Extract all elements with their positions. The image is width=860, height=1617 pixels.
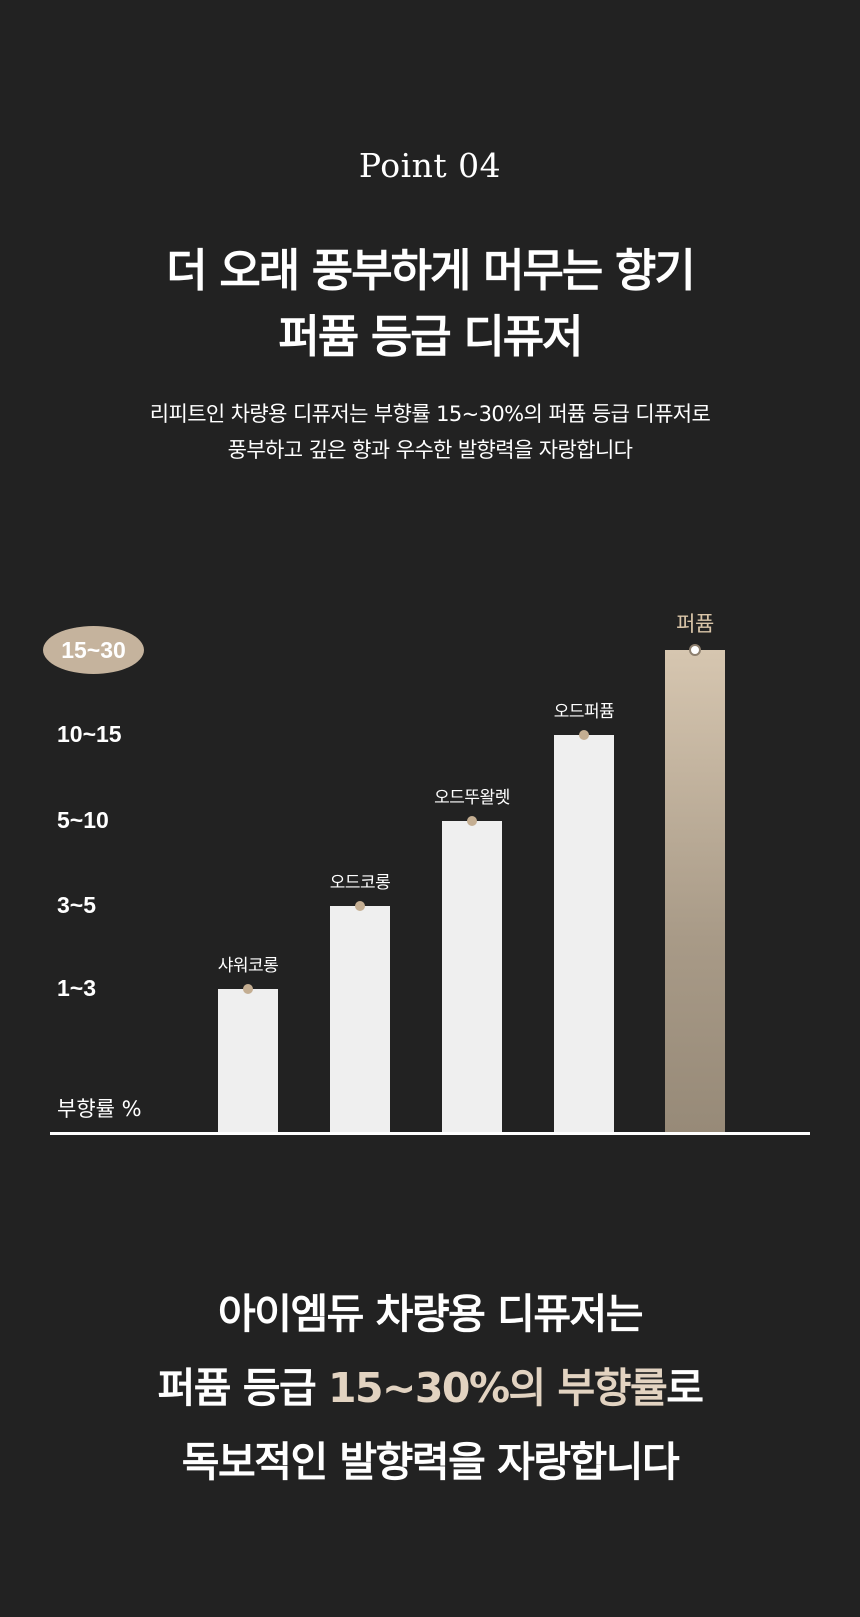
bar-marker (243, 984, 253, 994)
y-tick-label: 15~30 (43, 626, 144, 674)
headline-line-2: 퍼퓸 등급 디퓨저 (278, 310, 583, 363)
bar-marker (579, 730, 589, 740)
y-axis-title: 부향률 % (57, 1097, 142, 1121)
bar-marker (355, 901, 365, 911)
bar-marker (689, 644, 701, 656)
y-tick-label: 1~3 (57, 975, 97, 1001)
summary-highlight: 15~30%의 부향률 (328, 1364, 668, 1412)
y-tick-label: 3~5 (57, 892, 97, 918)
headline-line-1: 더 오래 풍부하게 머무는 향기 (166, 244, 695, 297)
bar (554, 735, 614, 1132)
bar-label: 퍼퓸 (676, 612, 714, 636)
bar-marker (467, 816, 477, 826)
point-label: Point 04 (358, 146, 502, 185)
summary-line-2-start: 퍼퓸 등급 (157, 1364, 328, 1412)
bar-label: 오드퍼퓸 (553, 702, 615, 722)
bar-label: 샤워코롱 (217, 956, 279, 976)
description-line-2: 풍부하고 깊은 향과 우수한 발향력을 자랑합니다 (227, 438, 633, 462)
summary-line-2-end: 로 (666, 1364, 704, 1412)
y-tick-label: 10~15 (57, 721, 122, 747)
y-tick-label: 5~10 (57, 807, 109, 833)
x-axis-baseline (50, 1132, 810, 1135)
bar-label: 오드코롱 (329, 873, 391, 893)
summary-line-2: 퍼퓸 등급 15~30%의 부향률로 (0, 1354, 860, 1414)
summary-line-3: 독보적인 발향력을 자랑합니다 (181, 1438, 680, 1486)
summary-line-1: 아이엠듀 차량용 디퓨저는 (218, 1290, 643, 1338)
bar (442, 821, 502, 1132)
description-line-1: 리피트인 차량용 디퓨저는 부향률 15~30%의 퍼퓸 등급 디퓨저로 (149, 402, 711, 426)
bar (330, 906, 390, 1132)
bar (665, 650, 725, 1132)
bar-label: 오드뚜왈렛 (434, 788, 510, 808)
bar (218, 989, 278, 1132)
